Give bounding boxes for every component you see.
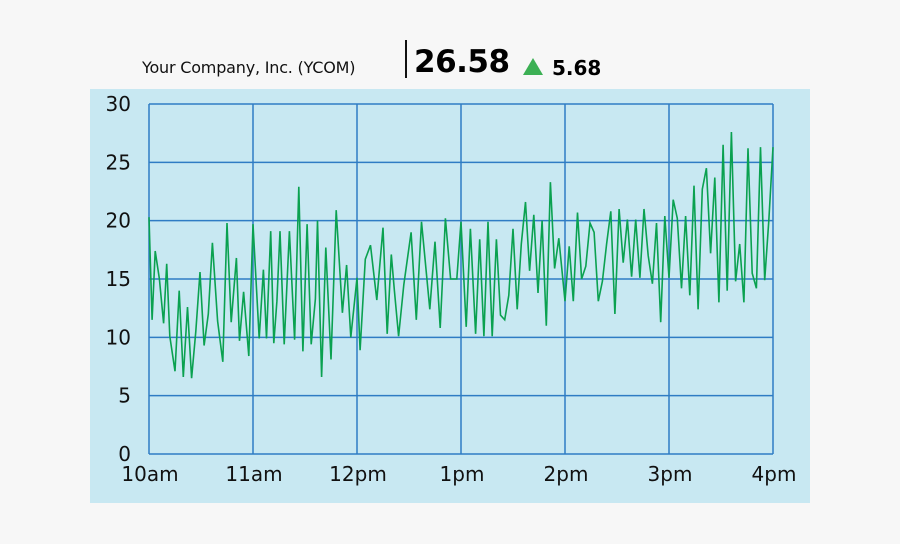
triangle-up-icon [523, 58, 543, 75]
y-tick-label: 10 [106, 325, 131, 349]
x-tick-label: 10am [121, 462, 178, 486]
y-tick-label: 5 [118, 384, 131, 408]
y-tick-label: 0 [118, 442, 131, 466]
x-tick-label: 2pm [544, 462, 589, 486]
y-tick-label: 15 [106, 267, 131, 291]
y-tick-label: 20 [106, 209, 131, 233]
company-name: Your Company, Inc. (YCOM) [142, 58, 356, 77]
x-tick-label: 1pm [440, 462, 485, 486]
x-tick-label: 12pm [329, 462, 387, 486]
grid-lines [148, 103, 774, 455]
x-tick-label: 3pm [648, 462, 693, 486]
y-tick-label: 25 [106, 150, 131, 174]
y-axis-ticks: 0 5 10 15 20 25 30 [106, 92, 131, 466]
line-chart: 0 5 10 15 20 25 30 10am 11am 12pm 1pm 2pm 3pm 4pm [106, 92, 797, 486]
price-line [148, 131, 774, 379]
y-tick-label: 30 [106, 92, 131, 116]
x-axis-ticks: 10am 11am 12pm 1pm 2pm 3pm 4pm [121, 462, 796, 486]
price-change: 5.68 [552, 56, 602, 80]
x-tick-label: 4pm [752, 462, 797, 486]
ticker-header: Your Company, Inc. (YCOM) 26.58 5.68 [0, 36, 900, 86]
stock-price: 26.58 [414, 44, 510, 80]
chart-panel: 0 5 10 15 20 25 30 10am 11am 12pm 1pm 2pm 3pm 4pm [90, 89, 810, 503]
x-tick-label: 11am [225, 462, 282, 486]
header-divider [405, 40, 407, 78]
